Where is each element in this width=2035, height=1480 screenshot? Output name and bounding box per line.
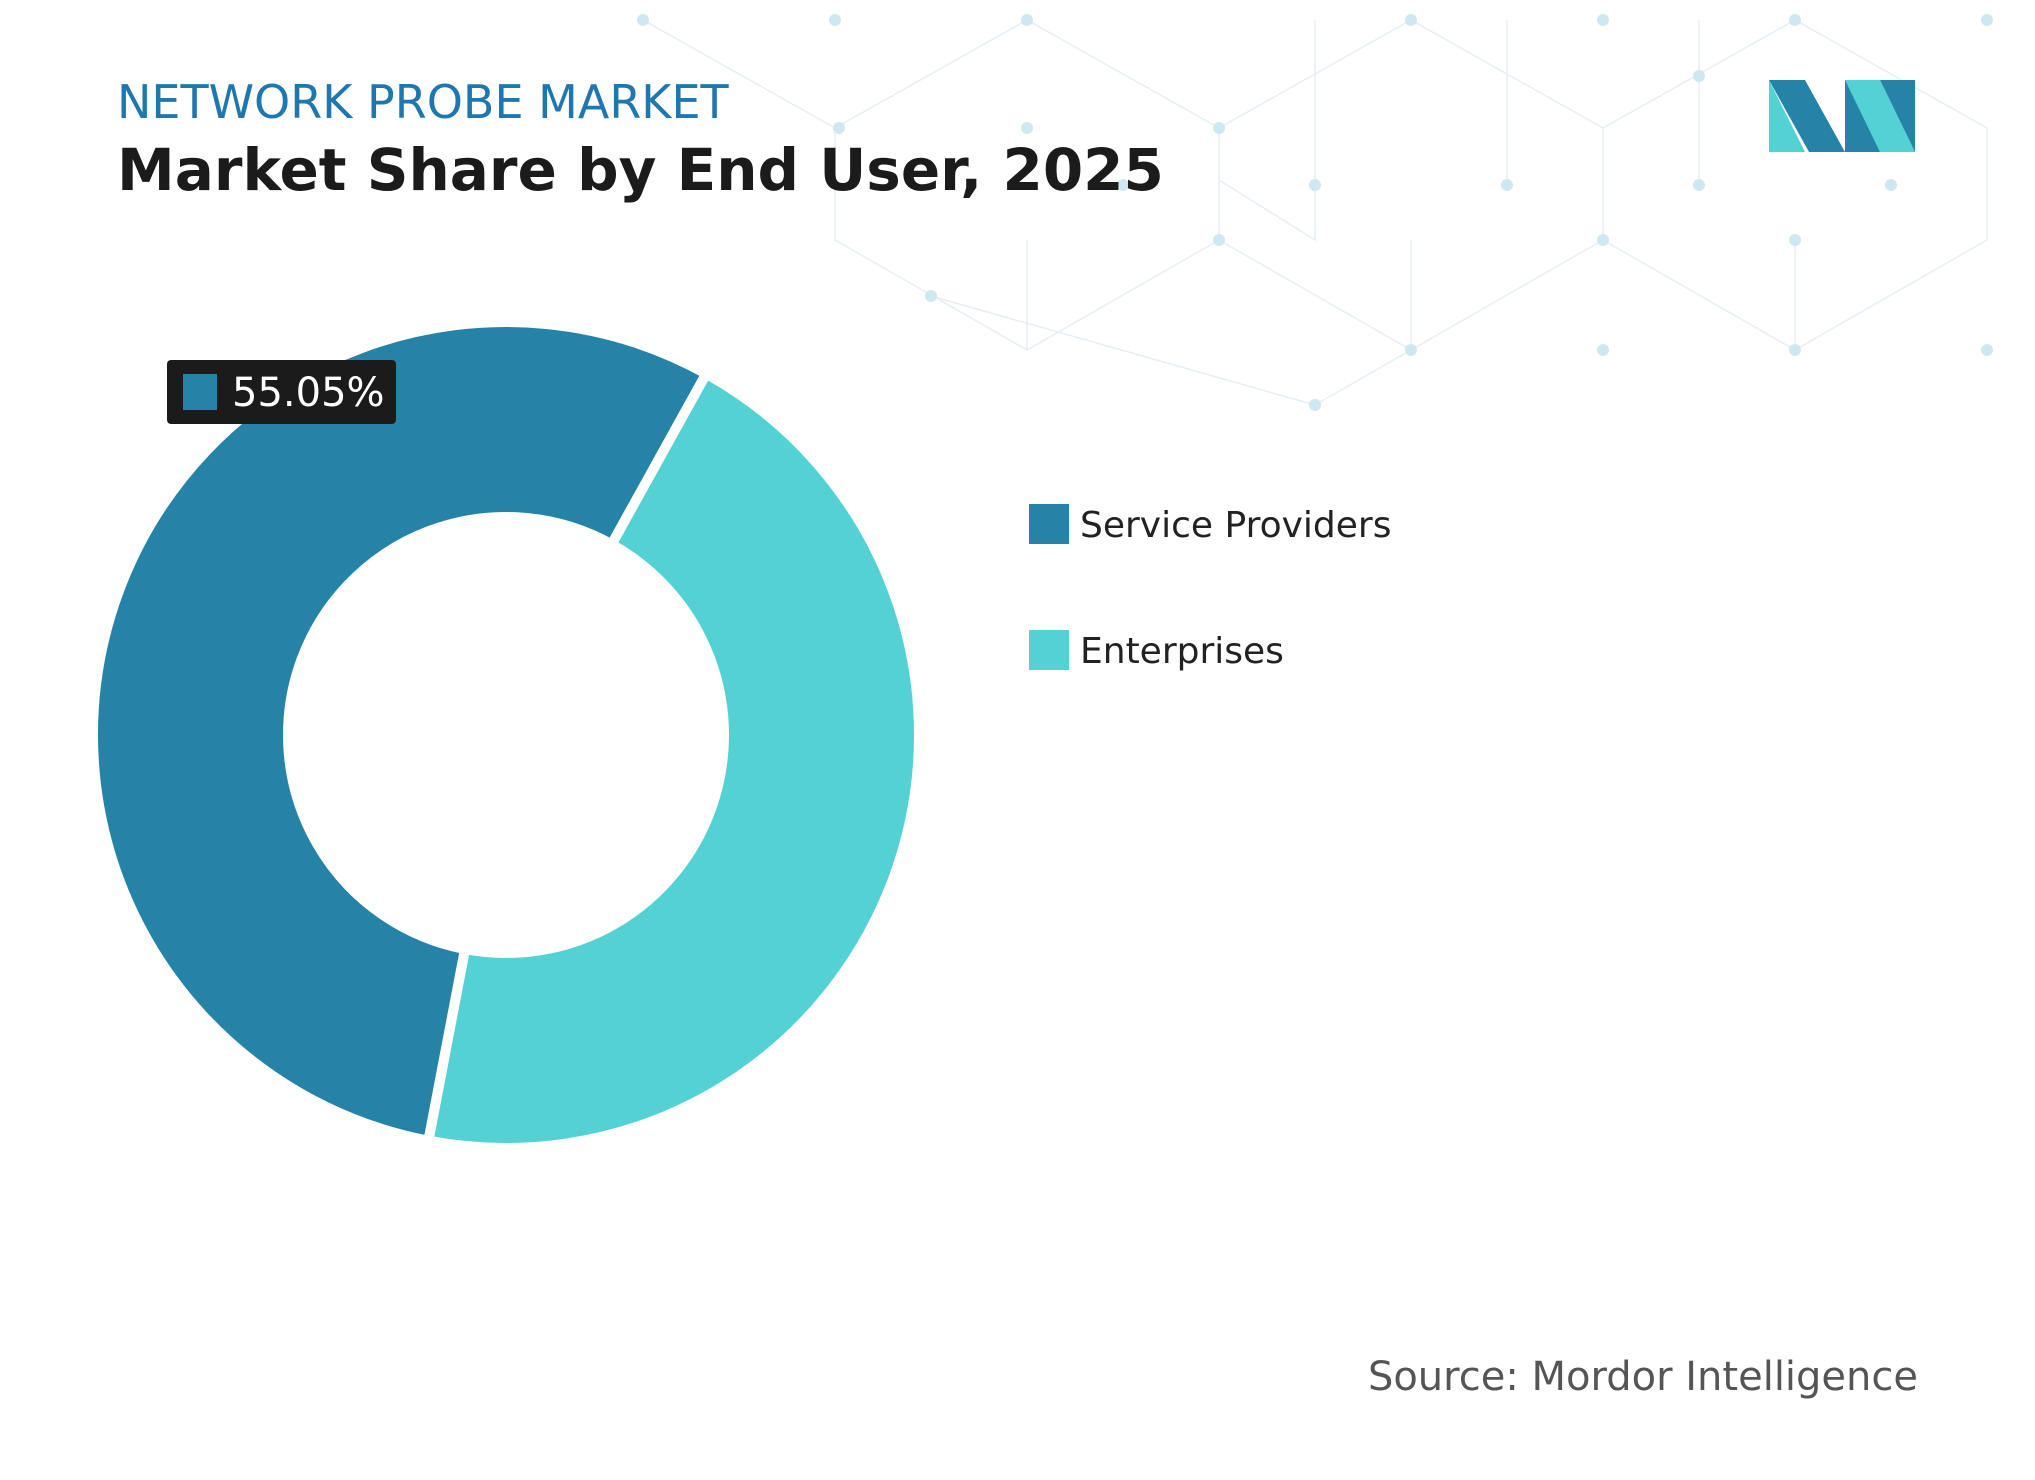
source: Source: Mordor Intelligence	[1368, 1354, 1918, 1400]
chart-title: Market Share by End User, 2025	[117, 136, 1164, 204]
legend: Service Providers Enterprises	[1029, 504, 1391, 672]
donut	[88, 317, 925, 1153]
legend-label: Enterprises	[1080, 631, 1284, 672]
slice	[422, 366, 925, 1153]
data-label-box	[167, 360, 396, 424]
background-dots	[637, 14, 1993, 411]
legend-swatch	[1029, 504, 1069, 544]
background-pattern	[642, 19, 1988, 406]
slice	[88, 317, 714, 1147]
logo	[1769, 80, 1915, 152]
legend-swatch	[1029, 630, 1069, 670]
chart-subtitle: NETWORK PROBE MARKET	[117, 75, 730, 129]
data-label-text: 55.05%	[232, 370, 385, 416]
data-label-swatch	[183, 374, 217, 410]
data-label: 55.05%	[167, 360, 396, 424]
legend-label: Service Providers	[1080, 505, 1391, 546]
